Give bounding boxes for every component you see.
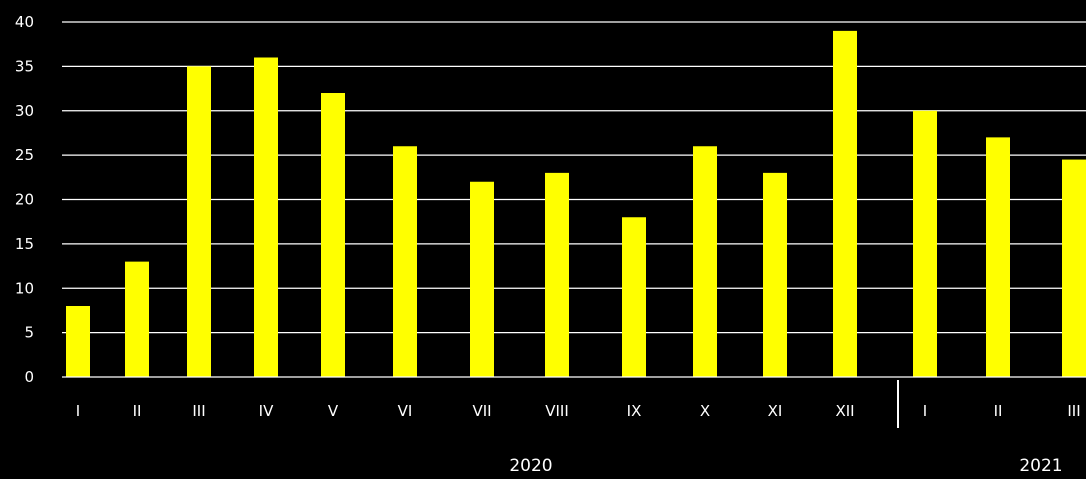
bar [393,146,417,377]
x-tick-label: X [700,402,710,420]
bar [693,146,717,377]
y-tick-label: 15 [15,235,34,253]
y-tick-label: 30 [15,102,34,120]
y-tick-label: 35 [15,57,34,75]
bar [125,261,149,377]
x-tick-label: III [1067,402,1080,420]
bar [1062,159,1086,377]
bar [470,181,494,377]
x-tick-label: V [328,402,339,420]
bar [763,172,787,377]
y-tick-label: 25 [15,146,34,164]
x-axis: I II III IV V VI VII VIII IX X XI XII I II III [76,402,1081,420]
x-tick-label: II [133,402,142,420]
y-tick-label: 20 [15,191,34,209]
bar [913,110,937,377]
y-tick-label: 0 [24,368,34,386]
y-tick-label: 5 [24,324,34,342]
x-tick-label: XII [835,402,854,420]
year-label-2020: 2020 [509,456,552,476]
y-axis: 0 5 10 15 20 25 30 35 40 [15,13,34,386]
year-label-2021: 2021 [1019,456,1062,476]
x-tick-label: XI [768,402,783,420]
bar [622,217,646,377]
x-tick-label: VII [472,402,491,420]
bar [545,172,569,377]
x-tick-label: II [994,402,1003,420]
bar [321,93,345,377]
bar [833,30,857,377]
x-tick-label: VIII [545,402,569,420]
y-tick-label: 10 [15,279,34,297]
bar [187,66,211,377]
y-tick-label: 40 [15,13,34,31]
gridlines [62,21,1086,334]
bar [66,306,90,377]
bars [66,30,1086,377]
bar [986,137,1010,377]
x-tick-label: III [192,402,205,420]
x-tick-label: IV [259,402,274,420]
x-tick-label: I [923,402,927,420]
x-tick-label: VI [398,402,413,420]
x-tick-label: IX [627,402,642,420]
x-tick-label: I [76,402,80,420]
bar [254,57,278,377]
